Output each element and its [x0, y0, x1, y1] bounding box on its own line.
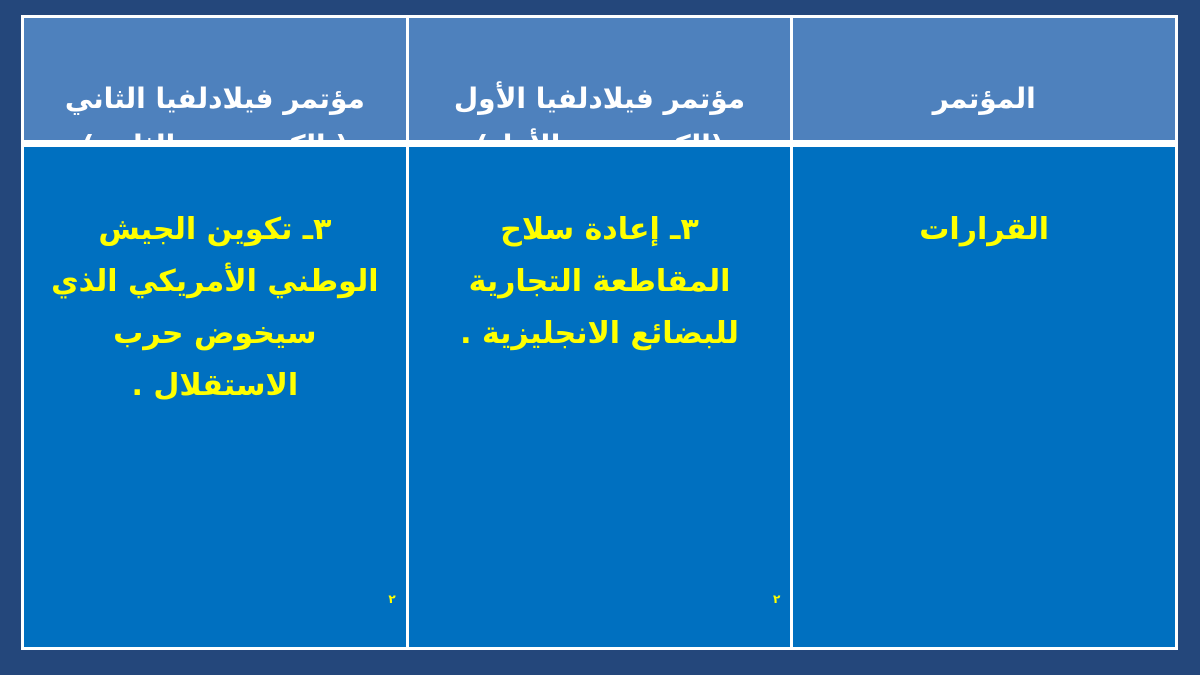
- header-label-philadelphia-first: مؤتمر فيلادلفيا الأول (الكونجرس الأول): [453, 82, 746, 140]
- body-cell-decisions: القرارات: [793, 147, 1175, 647]
- second-congress-decision-text: ٣ـ تكوين الجيش الوطني الأمريكي الذي سيخو…: [51, 212, 379, 403]
- header-label-philadelphia-second: مؤتمر فيلادلفيا الثاني ( الكونجرس الثاني…: [64, 82, 365, 140]
- footnote-digit: ٢: [773, 592, 781, 606]
- body-cell-first-congress-decision: ٣ـ إعادة سلاح المقاطعة التجارية للبضائع …: [408, 147, 791, 647]
- first-congress-decision-text: ٣ـ إعادة سلاح المقاطعة التجارية للبضائع …: [460, 212, 739, 351]
- footnote-digit: ٢: [388, 592, 396, 606]
- body-cell-second-congress-decision: ٣ـ تكوين الجيش الوطني الأمريكي الذي سيخو…: [24, 147, 406, 647]
- conference-table: المؤتمر مؤتمر فيلادلفيا الأول (الكونجرس …: [21, 15, 1178, 650]
- header-cell-conference: المؤتمر: [793, 18, 1175, 140]
- decisions-row-label: القرارات: [919, 212, 1050, 247]
- header-label-conference: المؤتمر: [932, 82, 1036, 115]
- header-cell-philadelphia-first: مؤتمر فيلادلفيا الأول (الكونجرس الأول): [408, 18, 791, 140]
- header-cell-philadelphia-second: مؤتمر فيلادلفيا الثاني ( الكونجرس الثاني…: [24, 18, 406, 140]
